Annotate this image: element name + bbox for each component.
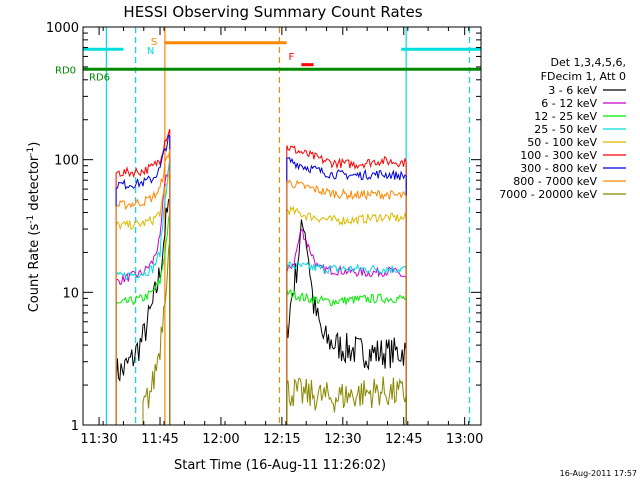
series-2 bbox=[115, 212, 407, 425]
date-stamp: 16-Aug-2011 17:57 bbox=[560, 469, 637, 478]
y-tick-label-0: 1 bbox=[71, 419, 79, 434]
legend-label-4: 50 - 100 keV bbox=[527, 136, 597, 149]
series-5-segment-0 bbox=[115, 128, 171, 425]
legend-label-2: 12 - 25 keV bbox=[534, 110, 597, 123]
x-tick-label-0: 11:30 bbox=[80, 432, 117, 447]
label-rd0: RD0 bbox=[55, 65, 76, 76]
y-axis-label: Count Rate (s-1 detector-1) bbox=[26, 142, 42, 313]
label-n: N bbox=[147, 46, 154, 57]
legend: Det 1,3,4,5,6, FDecim 1, Att 0 3 - 6 keV… bbox=[499, 56, 626, 201]
x-tick-label-3: 12:15 bbox=[263, 432, 300, 447]
y-axis-label-part3: ) bbox=[27, 142, 42, 147]
series-7 bbox=[115, 149, 407, 425]
label-rd6: RD6 bbox=[89, 72, 110, 83]
x-tick-label-2: 12:00 bbox=[202, 432, 239, 447]
axes: 11:30 11:45 12:00 12:15 12:30 12:45 13:00 1 10 10… bbox=[46, 21, 483, 447]
legend-label-0: 3 - 6 keV bbox=[548, 84, 597, 97]
series-8-segment-1 bbox=[286, 376, 407, 425]
y-axis-label-sup1: -1 bbox=[26, 215, 36, 224]
label-s: S bbox=[151, 37, 157, 48]
series-7-segment-1 bbox=[286, 179, 407, 425]
series-4-segment-1 bbox=[286, 205, 407, 425]
series-8 bbox=[142, 239, 407, 425]
series-4 bbox=[115, 172, 407, 425]
series-6-segment-0 bbox=[115, 134, 171, 425]
y-axis-label-part2: detector bbox=[27, 155, 42, 215]
legend-label-1: 6 - 12 keV bbox=[541, 97, 597, 110]
series-2-segment-0 bbox=[115, 212, 171, 425]
y-tick-label-2: 100 bbox=[54, 154, 79, 169]
series-6 bbox=[115, 134, 407, 425]
x-tick-label-4: 12:30 bbox=[324, 432, 361, 447]
series-7-segment-0 bbox=[115, 149, 171, 425]
series-0-segment-1 bbox=[286, 219, 407, 425]
x-tick-label-1: 11:45 bbox=[141, 432, 178, 447]
series-3-segment-1 bbox=[286, 261, 407, 425]
series-2-segment-1 bbox=[286, 288, 407, 425]
series-8-segment-0 bbox=[142, 239, 171, 425]
y-axis-label-sup2: -1 bbox=[26, 147, 36, 156]
series-4-segment-0 bbox=[115, 172, 171, 425]
label-f: F bbox=[289, 52, 295, 63]
plot-area: SN F RD0 RD6 bbox=[55, 27, 481, 425]
series-5 bbox=[115, 128, 407, 425]
y-axis-label-part1: Count Rate (s bbox=[27, 224, 42, 313]
x-tick-label-6: 13:00 bbox=[446, 432, 483, 447]
legend-label-6: 300 - 800 keV bbox=[520, 162, 597, 175]
legend-header-line2: FDecim 1, Att 0 bbox=[541, 70, 626, 83]
series-6-segment-1 bbox=[286, 156, 407, 425]
chart-title: HESSI Observing Summary Count Rates bbox=[123, 3, 422, 21]
series-5-segment-1 bbox=[286, 145, 407, 425]
series-3 bbox=[115, 159, 407, 425]
legend-label-8: 7000 - 20000 keV bbox=[499, 188, 597, 201]
legend-label-5: 100 - 300 keV bbox=[520, 149, 597, 162]
series-0 bbox=[115, 199, 407, 425]
series-3-segment-0 bbox=[115, 159, 171, 425]
series-1-segment-1 bbox=[286, 228, 407, 425]
legend-label-7: 800 - 7000 keV bbox=[513, 175, 597, 188]
y-tick-label-1: 10 bbox=[62, 286, 79, 301]
legend-label-3: 25 - 50 keV bbox=[534, 123, 597, 136]
legend-header-line1: Det 1,3,4,5,6, bbox=[550, 56, 626, 69]
x-axis-label: Start Time (16-Aug-11 11:26:02) bbox=[174, 458, 386, 473]
series-0-segment-0 bbox=[115, 199, 171, 425]
x-tick-label-5: 12:45 bbox=[385, 432, 422, 447]
y-tick-label-3: 1000 bbox=[46, 21, 79, 36]
